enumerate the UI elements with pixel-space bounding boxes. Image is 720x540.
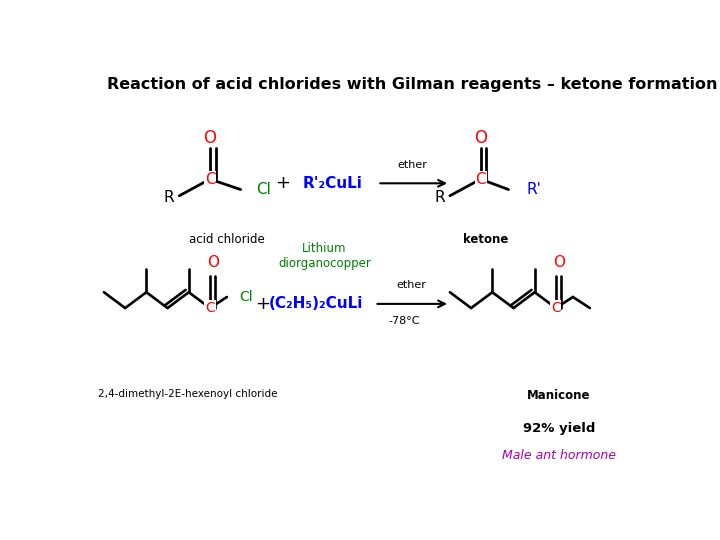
- Text: O: O: [474, 129, 487, 146]
- Text: C: C: [551, 301, 561, 315]
- Text: O: O: [207, 255, 219, 270]
- Text: C: C: [205, 301, 215, 315]
- Text: R': R': [526, 182, 541, 197]
- Text: Manicone: Manicone: [527, 389, 590, 402]
- Text: Cl: Cl: [256, 182, 271, 197]
- Text: Lithium
diorganocopper: Lithium diorganocopper: [278, 241, 371, 269]
- Text: ether: ether: [396, 280, 426, 290]
- Text: R: R: [435, 191, 445, 205]
- Text: R'₂CuLi: R'₂CuLi: [303, 176, 363, 191]
- Text: ketone: ketone: [464, 233, 509, 246]
- Text: acid chloride: acid chloride: [189, 233, 264, 246]
- Text: Cl: Cl: [239, 290, 253, 304]
- Text: O: O: [553, 255, 564, 270]
- Text: O: O: [204, 129, 217, 146]
- Text: ether: ether: [397, 160, 428, 170]
- Text: +: +: [256, 295, 271, 313]
- Text: C: C: [204, 172, 215, 187]
- Text: Male ant hormone: Male ant hormone: [502, 449, 616, 462]
- Text: 92% yield: 92% yield: [523, 422, 595, 435]
- Text: -78°C: -78°C: [388, 315, 420, 326]
- Text: C: C: [475, 172, 486, 187]
- Text: R: R: [164, 191, 174, 205]
- Text: 2,4-dimethyl-2E-hexenoyl chloride: 2,4-dimethyl-2E-hexenoyl chloride: [98, 389, 277, 399]
- Text: (C₂H₅)₂CuLi: (C₂H₅)₂CuLi: [269, 296, 363, 312]
- Text: +: +: [275, 174, 290, 192]
- Text: Reaction of acid chlorides with Gilman reagents – ketone formation: Reaction of acid chlorides with Gilman r…: [107, 77, 717, 92]
